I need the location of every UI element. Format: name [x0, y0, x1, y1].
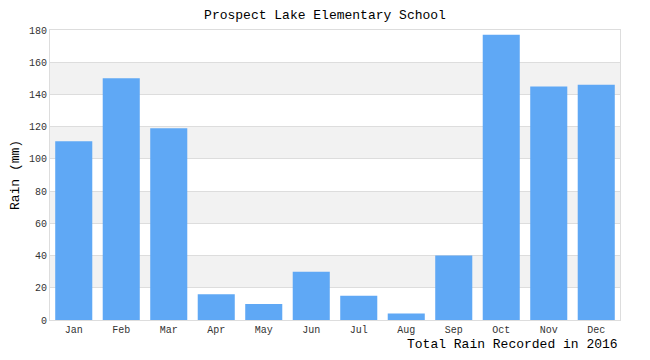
- svg-text:Mar: Mar: [160, 325, 178, 336]
- svg-text:0: 0: [41, 316, 47, 327]
- svg-text:Rain (mm): Rain (mm): [8, 140, 23, 210]
- svg-text:140: 140: [29, 90, 47, 101]
- svg-text:Sep: Sep: [445, 325, 463, 336]
- svg-text:Aug: Aug: [397, 325, 415, 336]
- svg-text:100: 100: [29, 154, 47, 165]
- svg-text:40: 40: [35, 251, 47, 262]
- svg-text:Jul: Jul: [350, 325, 368, 336]
- svg-text:Prospect Lake Elementary Schoo: Prospect Lake Elementary School: [204, 8, 446, 23]
- svg-text:Apr: Apr: [207, 325, 225, 336]
- svg-text:Oct: Oct: [492, 325, 510, 336]
- svg-text:160: 160: [29, 58, 47, 69]
- svg-text:Dec: Dec: [587, 325, 605, 336]
- svg-text:80: 80: [35, 187, 47, 198]
- svg-text:Feb: Feb: [112, 325, 130, 336]
- svg-text:120: 120: [29, 122, 47, 133]
- svg-text:180: 180: [29, 26, 47, 37]
- svg-text:60: 60: [35, 219, 47, 230]
- svg-text:20: 20: [35, 283, 47, 294]
- svg-text:Jan: Jan: [65, 325, 83, 336]
- svg-text:Jun: Jun: [302, 325, 320, 336]
- svg-text:May: May: [255, 325, 273, 336]
- svg-text:Nov: Nov: [540, 325, 558, 336]
- svg-text:Total Rain Recorded in 2016: Total Rain Recorded in 2016: [407, 337, 618, 352]
